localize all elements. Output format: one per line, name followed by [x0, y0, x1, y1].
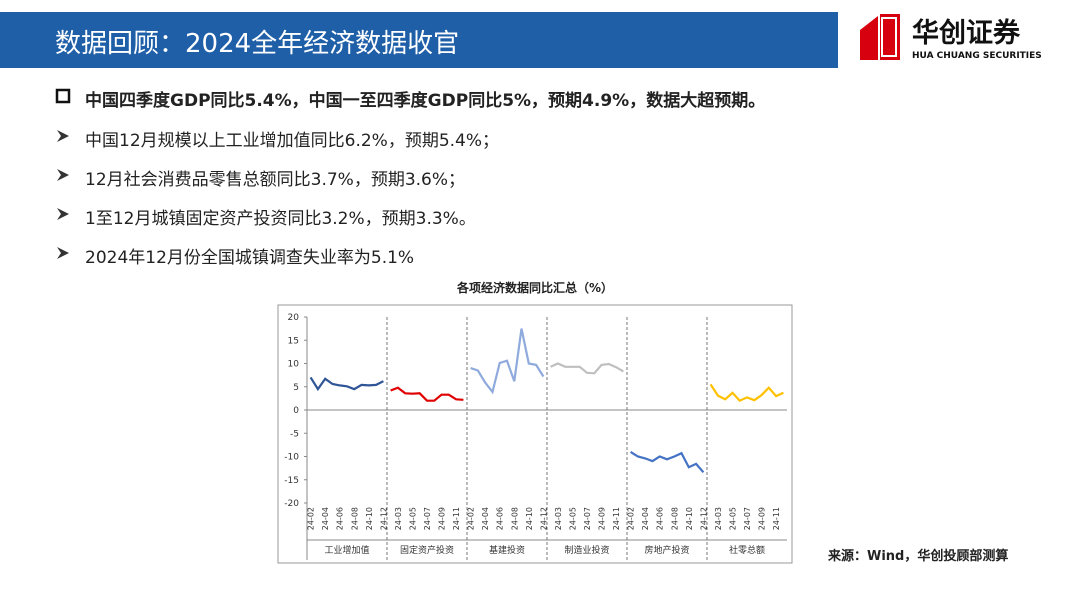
chart-title: 各项经济数据同比汇总（%） [456, 280, 613, 295]
x-tick-label: 24-08 [510, 507, 519, 530]
bullet: 1至12月城镇固定资产投资同比3.2%，预期3.3%。 [55, 204, 476, 229]
x-tick-label: 24-11 [772, 507, 781, 530]
logo: 华创证券 HUA CHUANG SECURITIES [860, 14, 1042, 61]
bullet-text: 1至12月城镇固定资产投资同比3.2%，预期3.3%。 [85, 209, 476, 229]
x-tick-label: 24-09 [598, 507, 607, 530]
x-tick-label: 24-11 [612, 507, 621, 530]
x-tick-label: 24-03 [714, 507, 723, 530]
data-line [630, 450, 705, 474]
data-line [709, 383, 784, 403]
x-tick-label: 24-09 [758, 507, 767, 530]
bullet-text: 中国12月规模以上工业增加值同比6.2%，预期5.4%； [85, 131, 500, 151]
panel-label: 社零总额 [729, 544, 765, 556]
x-tick-label: 24-12 [699, 507, 708, 530]
x-tick-label: 24-12 [379, 507, 388, 530]
x-tick-label: 24-11 [452, 507, 461, 530]
logo-en: HUA CHUANG SECURITIES [912, 51, 1042, 61]
source-note: 来源：Wind，华创投顾部测算 [828, 549, 1009, 564]
y-tick-label: 15 [288, 336, 299, 346]
x-tick-label: 24-05 [728, 507, 737, 530]
y-tick-label: -5 [290, 429, 299, 439]
x-tick-label: 24-08 [350, 507, 359, 530]
panel-label: 固定资产投资 [400, 544, 454, 556]
data-line [470, 328, 545, 395]
y-tick-label: -10 [284, 453, 299, 463]
panel-label: 基建投资 [489, 544, 525, 556]
data-line [550, 362, 624, 375]
x-tick-label: 24-02 [467, 507, 476, 530]
y-tick-label: 10 [288, 360, 300, 370]
x-tick-label: 24-05 [408, 507, 417, 530]
header-title: 数据回顾：2024全年经济数据收官 [55, 29, 460, 59]
bullet: 中国四季度GDP同比5.4%，中国一至四季度GDP同比5%，预期4.9%，数据大… [55, 86, 765, 111]
bullet-text: 2024年12月份全国城镇调查失业率为5.1% [85, 248, 415, 268]
logo-cn: 华创证券 [912, 17, 1021, 49]
y-tick-label: 5 [293, 383, 299, 393]
panel-label: 房地产投资 [644, 544, 689, 556]
x-tick-label: 24-04 [321, 507, 330, 530]
x-tick-label: 24-07 [743, 507, 752, 530]
x-tick-label: 24-03 [554, 507, 563, 530]
x-tick-label: 24-09 [438, 507, 447, 530]
bullet: 中国12月规模以上工业增加值同比6.2%，预期5.4%； [55, 126, 499, 151]
y-tick-label: 0 [293, 406, 299, 416]
y-tick-label: -15 [284, 476, 299, 486]
x-tick-label: 24-04 [481, 507, 490, 530]
x-tick-label: 24-05 [568, 507, 577, 530]
x-tick-label: 24-07 [423, 507, 432, 530]
header-bar: 数据回顾：2024全年经济数据收官 [0, 12, 838, 68]
y-tick-label: -20 [284, 499, 299, 509]
x-tick-label: 24-10 [685, 507, 694, 530]
panel-label: 工业增加值 [324, 544, 369, 556]
bullet-text: 中国四季度GDP同比5.4%，中国一至四季度GDP同比5%，预期4.9%，数据大… [85, 91, 766, 111]
x-tick-label: 24-06 [656, 507, 665, 530]
x-tick-label: 24-03 [394, 507, 403, 530]
bullet: 12月社会消费品零售总额同比3.7%，预期3.6%； [55, 165, 465, 190]
chart-frame [277, 304, 793, 564]
x-tick-label: 24-10 [365, 507, 374, 530]
x-tick-label: 24-12 [539, 507, 548, 530]
x-tick-label: 24-10 [525, 507, 534, 530]
x-tick-label: 24-06 [496, 507, 505, 530]
bullet: 2024年12月份全国城镇调查失业率为5.1% [55, 243, 414, 268]
x-tick-label: 24-06 [336, 507, 345, 530]
x-tick-label: 24-08 [670, 507, 679, 530]
x-tick-label: 24-07 [583, 507, 592, 530]
y-tick-label: 20 [288, 313, 300, 323]
x-tick-label: 24-04 [641, 507, 650, 530]
bullet-text: 12月社会消费品零售总额同比3.7%，预期3.6%； [85, 170, 466, 190]
x-tick-label: 24-02 [307, 507, 316, 530]
x-tick-label: 24-02 [627, 507, 636, 530]
data-line [390, 386, 464, 402]
panel-label: 制造业投资 [564, 544, 609, 556]
data-line [309, 376, 384, 392]
